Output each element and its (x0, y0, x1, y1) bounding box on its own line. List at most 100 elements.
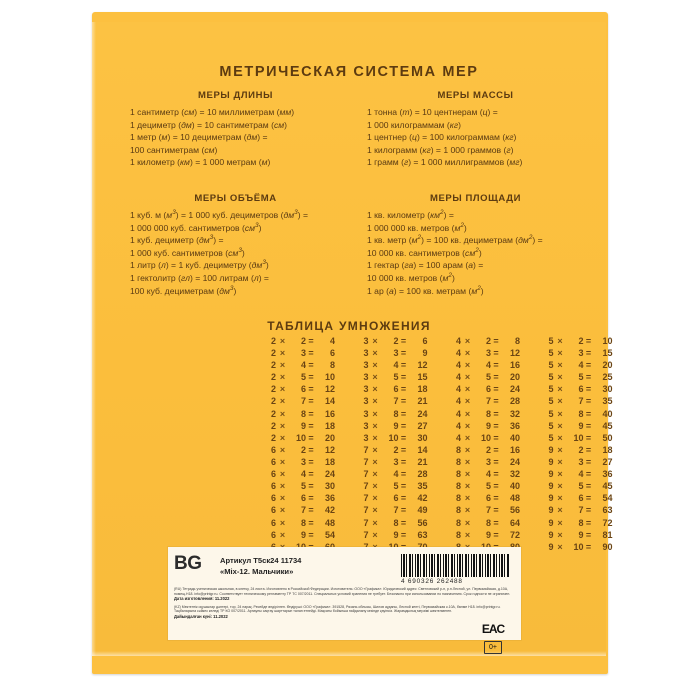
multiplication-row: 5 × 9 = 45 (548, 420, 613, 431)
multiplication-row: 8 × 2 = 16 (455, 445, 520, 455)
multiplication-row: 2 × 3 = 6 (270, 348, 335, 359)
multiplication-row: 7 × 4 = 28 (363, 469, 428, 480)
multiplication-row: 2 × 5 = 10 (270, 372, 335, 383)
multiplication-row: 6 × 5 = 30 (270, 481, 335, 492)
multiplication-row: 2 × 8 = 16 (270, 408, 335, 419)
multiplication-row: 5 × 10 = 50 (548, 432, 613, 443)
measures-section-length-mass: МЕРЫ ДЛИНЫ 1 сантиметр (см) = 10 миллимет… (106, 90, 592, 169)
multiplication-row: 8 × 7 = 56 (455, 505, 520, 516)
measure-line: 1 километр (км) = 1 000 метрам (м) (130, 157, 271, 168)
multiplication-row: 2 × 2 = 4 (270, 336, 335, 346)
measure-line: 1 куб. м (м3) = 1 000 куб. дециметров (д… (130, 209, 308, 220)
measure-line: 1 центнер (ц) = 100 килограммам (кг) (367, 132, 517, 143)
page-title: МЕТРИЧЕСКАЯ СИСТЕМА МЕР (219, 64, 479, 80)
bg-brand-logo: BG (174, 553, 202, 574)
multiplication-row: 3 × 6 = 18 (363, 384, 428, 395)
barcode-block: 4 690326 262488 (401, 554, 513, 585)
multiplication-row: 7×10=70 (355, 541, 448, 553)
multiplication-row: 4 × 5 = 20 (455, 372, 520, 383)
measure-line: 1 000 000 кв. метров (м2) (367, 221, 467, 233)
multiplication-column-4: 4 × 2 = 8 4 × 3 = 12 4 × 4 = 16 4 × 5 = 20 4 × 6 = 24 4 × 7 = 28 4 × 8 = 3… (447, 335, 540, 444)
measure-line: 100 сантиметрам (см) (130, 144, 218, 155)
fine-print-block: (RU) Тетрадь ученическая школьная, в кле… (168, 585, 521, 654)
measures-column: МЕРЫ ДЛИНЫ 1 сантиметр (см) = 10 миллимет… (106, 90, 349, 169)
multiplication-row: 9 × 3 = 27 (548, 457, 613, 468)
measures-column: МЕРЫ ПЛОЩАДИ 1 кв. километр (км2) = 1 000 … (349, 193, 592, 297)
multiplication-row: 3 × 8 = 24 (363, 408, 428, 419)
barcode-number: 4 690326 262488 (401, 578, 463, 585)
age-rating-badge: 0+ (484, 641, 502, 654)
multiplication-row: 5 × 6 = 30 (548, 384, 613, 395)
multiplication-row: 7 × 2 = 14 (363, 445, 428, 455)
multiplication-column-9: 9 × 2 = 18 9 × 3 = 27 9 × 4 = 36 9 × 5 = 45 9 × 6 = 54 9 × 7 = 63 9 × 8 =… (540, 444, 633, 553)
multiplication-row: 3 × 7 = 21 (363, 396, 428, 407)
multiplication-row: 7 × 9 = 63 (363, 529, 428, 540)
cover-left-edge-highlight (92, 22, 96, 656)
multiplication-row: 4 × 8 = 32 (455, 408, 520, 419)
multiplication-row: 6 × 2 = 12 (270, 445, 335, 455)
measure-line: 1 сантиметр (см) = 10 миллиметрам (мм) (130, 107, 295, 117)
measures-column-heading: МЕРЫ ПЛОЩАДИ (429, 193, 522, 204)
multiplication-column-5: 5 × 2 = 10 5 × 3 = 15 5 × 4 = 20 5 × 5 = 25 5 × 6 = 30 5 × 7 = 35 5 × 8 =… (540, 335, 633, 444)
multiplication-row: 3 × 10 = 30 (363, 432, 428, 443)
multiplication-row: 6×10=60 (262, 541, 355, 553)
multiplication-row: 7 × 6 = 42 (363, 493, 428, 504)
measure-line: 1 литр (л) = 1 куб. дециметру (дм3) (130, 259, 269, 271)
multiplication-row: 4 × 4 = 16 (455, 360, 520, 371)
multiplication-row: 2 × 9 = 18 (270, 420, 335, 431)
multiplication-row: 7 × 3 = 21 (363, 457, 428, 468)
multiplication-table-title: ТАБЛИЦА УМНОЖЕНИЯ (267, 319, 431, 333)
multiplication-row: 9 × 5 = 45 (548, 481, 613, 492)
multiplication-row: 9 × 10 = 90 (548, 541, 613, 552)
multiplication-row: 3 × 5 = 15 (363, 372, 428, 383)
measure-line: 100 куб. дециметрам (дм3) (130, 284, 237, 296)
certification-marks: EAC 0+ (471, 623, 515, 654)
multiplication-row: 8 × 6 = 48 (455, 493, 520, 504)
measures-column: МЕРЫ МАССЫ 1 тонна (т) = 10 центнерам (ц)… (349, 90, 592, 169)
measure-line: 1 метр (м) = 10 дециметрам (дм) = (130, 132, 268, 143)
measure-line: 1 000 килограммам (кг) (367, 119, 461, 130)
measure-line: 10 000 кв. сантиметров (см2) (367, 246, 482, 258)
measures-column-heading: МЕРЫ ДЛИНЫ (198, 90, 273, 101)
multiplication-row: 7 × 7 = 49 (363, 505, 428, 516)
multiplication-row: 3 × 4 = 12 (363, 360, 428, 371)
multiplication-row: 4 × 10 = 40 (455, 432, 520, 443)
measure-line: 1 кв. метр (м2) = 100 кв. дециметрам (дм… (367, 234, 543, 246)
manufacture-date-ru: Дата изготовления: 11.2022 (174, 596, 230, 602)
multiplication-table-rows-2-5: 2 × 2 = 4 2 × 3 = 6 2 × 4 = 8 2 × 5 = 10 2 × 6 = 12 2 × 7 = 14 2 × 8 = 16 2… (262, 335, 632, 444)
multiplication-row: 2 × 10 = 20 (270, 432, 335, 443)
manufacture-date-kz: Дайындалған күні: 11.2022 (174, 613, 228, 619)
multiplication-row: 8 × 8 = 64 (455, 517, 520, 528)
multiplication-row: 8 × 5 = 40 (455, 481, 520, 492)
multiplication-row: 5 × 7 = 35 (548, 396, 613, 407)
multiplication-row: 6 × 6 = 36 (270, 493, 335, 504)
multiplication-row: 8×10=80 (447, 541, 540, 553)
multiplication-row: 4 × 2 = 8 (455, 336, 520, 346)
measure-line: 1 тонна (т) = 10 центнерам (ц) = (367, 107, 498, 117)
article-number: Артикул T5ск24 11734 (220, 556, 302, 565)
multiplication-row: 4 × 6 = 24 (455, 384, 520, 395)
multiplication-row: 6 × 7 = 42 (270, 505, 335, 516)
multiplication-row: 6 × 3 = 18 (270, 457, 335, 468)
label-header-row: BG Артикул T5ск24 11734 «Mix-12. Мальчик… (168, 547, 521, 585)
measure-line: 1 гектар (га) = 100 арам (а) = (367, 260, 484, 271)
multiplication-column-2: 2 × 2 = 4 2 × 3 = 6 2 × 4 = 8 2 × 5 = 10 2 × 6 = 12 2 × 7 = 14 2 × 8 = 16 2… (262, 335, 355, 444)
measures-section-volume-area: МЕРЫ ОБЪЁМА 1 куб. м (м3) = 1 000 куб. де… (106, 193, 592, 297)
measure-line: 10 000 кв. метров (м2) (367, 272, 455, 283)
multiplication-column-7: 7 × 2 = 14 7 × 3 = 21 7 × 4 = 28 7 × 5 = 35 7 × 6 = 42 7 × 7 = 49 7 × 8 =… (355, 444, 448, 553)
multiplication-row: 8 × 3 = 24 (455, 457, 520, 468)
multiplication-row: 4 × 7 = 28 (455, 396, 520, 407)
measure-line: 1 000 000 куб. сантиметров (см3) (130, 221, 262, 233)
measures-column: МЕРЫ ОБЪЁМА 1 куб. м (м3) = 1 000 куб. де… (106, 193, 349, 297)
multiplication-row: 8 × 9 = 72 (455, 529, 520, 540)
multiplication-row: 4 × 9 = 36 (455, 420, 520, 431)
measure-line: 1 000 куб. сантиметров (см3) (130, 246, 245, 258)
multiplication-row: 6 × 4 = 24 (270, 469, 335, 480)
measure-line: 1 гектолитр (гл) = 100 литрам (л) = (130, 272, 269, 283)
multiplication-row: 5 × 5 = 25 (548, 372, 613, 383)
multiplication-column-3: 3 × 2 = 6 3 × 3 = 9 3 × 4 = 12 3 × 5 = 15 3 × 6 = 18 3 × 7 = 21 3 × 8 = 24… (355, 335, 448, 444)
multiplication-row: 9 × 2 = 18 (548, 445, 613, 455)
measure-line: 1 кв. километр (км2) = (367, 209, 454, 220)
fine-print-kz: (KZ) Мектептік оқушылар дәптері, тор, 24… (174, 604, 501, 614)
